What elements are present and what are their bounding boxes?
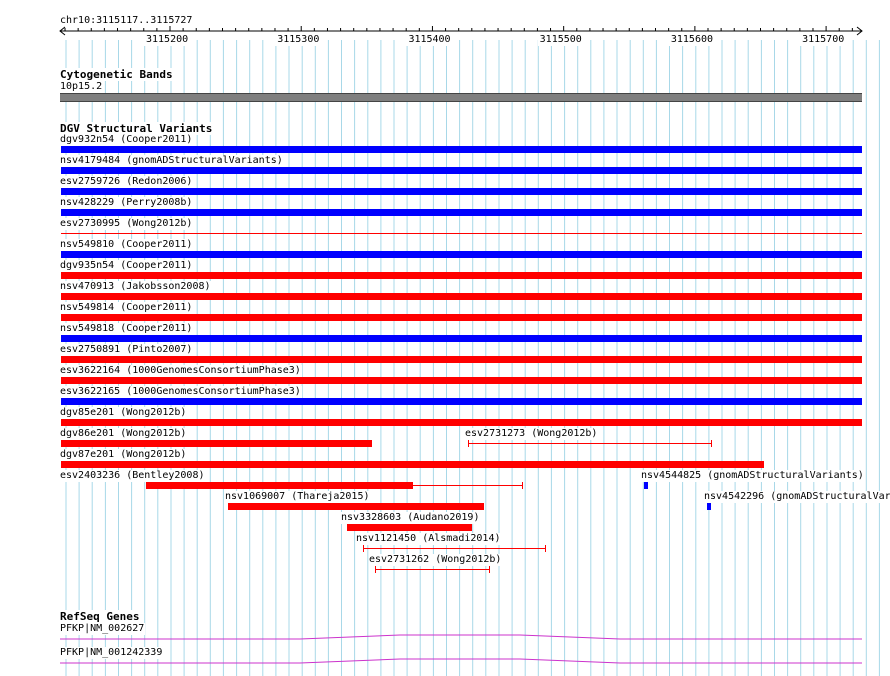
variant-end-cap [545, 545, 547, 552]
variant-bar[interactable] [61, 251, 862, 258]
variant-label[interactable]: nsv1069007 (Thareja2015) [225, 491, 371, 503]
gene-intron-line[interactable] [60, 634, 862, 640]
variant-bar[interactable] [61, 440, 373, 447]
variant-label[interactable]: nsv4542296 (gnomADStructuralVariants) [704, 491, 890, 503]
variant-label[interactable]: nsv4179484 (gnomADStructuralVariants) [60, 155, 284, 167]
cytoband-label: 10p15.2 [60, 81, 104, 93]
variant-bar[interactable] [347, 524, 472, 531]
cytoband-bar[interactable] [60, 93, 862, 102]
variant-bar[interactable] [61, 293, 862, 300]
variant-label[interactable]: dgv932n54 (Cooper2011) [60, 134, 194, 146]
variant-label[interactable]: esv2730995 (Wong2012b) [60, 218, 194, 230]
variant-line[interactable] [467, 443, 711, 444]
variant-end-cap [374, 566, 376, 573]
variant-label[interactable]: nsv3328603 (Audano2019) [341, 512, 481, 524]
variant-bar[interactable] [61, 188, 862, 195]
variant-label[interactable]: esv3622164 (1000GenomesConsortiumPhase3) [60, 365, 302, 377]
variant-bar[interactable] [227, 503, 484, 510]
refseq-track-title: RefSeq Genes [60, 610, 140, 623]
variant-label[interactable]: esv2759726 (Redon2006) [60, 176, 194, 188]
variant-bar[interactable] [61, 167, 862, 174]
variant-label[interactable]: nsv470913 (Jakobsson2008) [60, 281, 212, 293]
variant-bar[interactable] [61, 356, 862, 363]
variant-label[interactable]: nsv428229 (Perry2008b) [60, 197, 194, 209]
variant-line[interactable] [374, 569, 489, 570]
variant-line[interactable] [412, 485, 522, 486]
region-label: chr10:3115117..3115727 [60, 15, 194, 27]
variant-end-cap [521, 482, 523, 489]
ruler-tick-label: 3115400 [406, 34, 453, 46]
ruler-tick-label: 3115300 [275, 34, 322, 46]
variant-end-cap [488, 566, 490, 573]
variant-bar[interactable] [61, 377, 862, 384]
variant-bar[interactable] [61, 146, 862, 153]
variant-end-cap [710, 440, 712, 447]
variant-bar[interactable] [146, 482, 413, 489]
variant-line[interactable] [362, 548, 546, 549]
variant-label[interactable]: nsv4544825 (gnomADStructuralVariants) [641, 470, 865, 482]
ruler-tick-label: 3115500 [537, 34, 584, 46]
gene-label[interactable]: PFKP|NM_001242339 [60, 647, 164, 659]
variant-end-cap [362, 545, 364, 552]
dgv-track-title: DGV Structural Variants [60, 122, 213, 135]
variant-bar[interactable] [61, 398, 862, 405]
variant-label[interactable]: nsv549814 (Cooper2011) [60, 302, 194, 314]
variant-end-cap [467, 440, 469, 447]
variant-label[interactable]: dgv86e201 (Wong2012b) [60, 428, 188, 440]
variant-bar[interactable] [61, 335, 862, 342]
variant-label[interactable]: nsv549810 (Cooper2011) [60, 239, 194, 251]
ruler[interactable] [0, 0, 890, 60]
variant-bar[interactable] [706, 503, 711, 510]
variant-label[interactable]: esv2750891 (Pinto2007) [60, 344, 194, 356]
ruler-tick-label: 3115700 [800, 34, 847, 46]
ruler-tick-label: 3115600 [668, 34, 716, 46]
gene-intron-line[interactable] [60, 658, 862, 664]
variant-bar[interactable] [643, 482, 648, 489]
variant-label[interactable]: nsv1121450 (Alsmadi2014) [356, 533, 502, 545]
variant-bar[interactable] [61, 419, 862, 426]
ruler-left-arrow [59, 26, 66, 36]
variant-label[interactable]: dgv85e201 (Wong2012b) [60, 407, 188, 419]
ruler-right-arrow [856, 26, 863, 36]
variant-label[interactable]: esv2731262 (Wong2012b) [369, 554, 503, 566]
ruler-tick-label: 3115200 [144, 34, 191, 46]
cytoband-track-title: Cytogenetic Bands [60, 68, 173, 81]
variant-label[interactable]: dgv935n54 (Cooper2011) [60, 260, 194, 272]
variant-bar[interactable] [61, 461, 765, 468]
variant-bar[interactable] [61, 209, 862, 216]
variant-label[interactable]: esv3622165 (1000GenomesConsortiumPhase3) [60, 386, 302, 398]
gene-label[interactable]: PFKP|NM_002627 [60, 623, 146, 635]
variant-bar[interactable] [61, 272, 862, 279]
variant-label[interactable]: esv2731273 (Wong2012b) [465, 428, 599, 440]
variant-label[interactable]: dgv87e201 (Wong2012b) [60, 449, 188, 461]
variant-label[interactable]: nsv549818 (Cooper2011) [60, 323, 194, 335]
variant-line[interactable] [61, 233, 862, 234]
variant-bar[interactable] [61, 314, 862, 321]
variant-label[interactable]: esv2403236 (Bentley2008) [60, 470, 206, 482]
